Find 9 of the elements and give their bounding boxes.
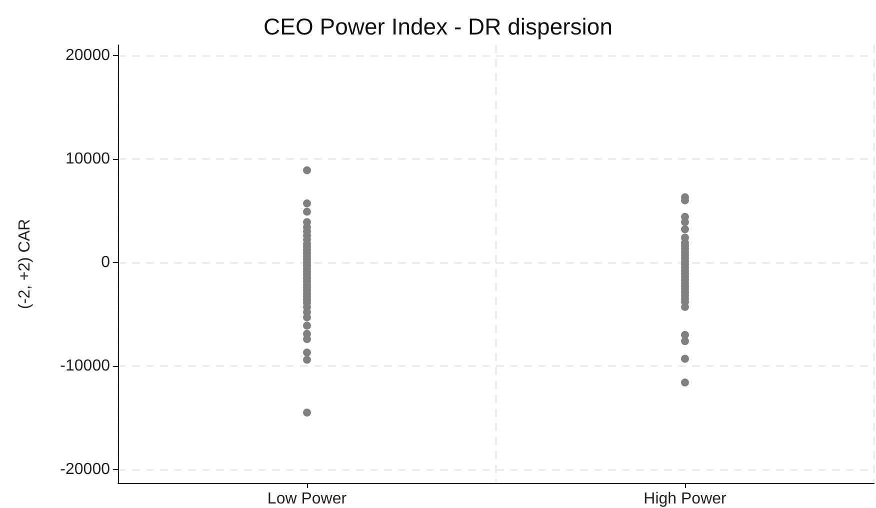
chart-title: CEO Power Index - DR dispersion (264, 14, 612, 40)
y-tick-label: -20000 (60, 461, 110, 478)
y-tick-label: 0 (101, 254, 110, 271)
y-tick-label: -10000 (60, 357, 110, 374)
x-tick-label: High Power (644, 490, 728, 508)
y-tick-label: 20000 (66, 46, 110, 64)
y-axis-title: (-2, +2) CAR (16, 218, 34, 310)
x-tick-label: Low Power (267, 490, 348, 508)
y-tick-label: 10000 (66, 150, 110, 168)
